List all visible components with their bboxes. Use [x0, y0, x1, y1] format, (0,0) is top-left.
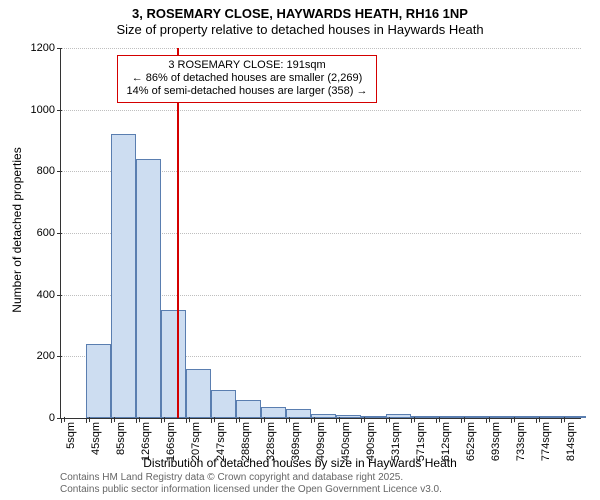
x-tick-mark: [386, 418, 387, 423]
marker-line: [177, 48, 179, 418]
x-tick-mark: [336, 418, 337, 423]
x-tick-mark: [61, 418, 62, 423]
title-block: 3, ROSEMARY CLOSE, HAYWARDS HEATH, RH16 …: [0, 0, 600, 39]
x-tick-label: 85sqm: [115, 418, 127, 455]
x-tick-mark: [561, 418, 562, 423]
y-tick-label: 800: [37, 165, 61, 177]
x-tick-label: 45sqm: [90, 418, 102, 455]
y-tick-label: 200: [37, 350, 61, 362]
plot-area: 0200400600800100012005sqm45sqm85sqm126sq…: [60, 48, 581, 419]
x-tick-label: 571sqm: [415, 418, 427, 461]
x-tick-label: 450sqm: [340, 418, 352, 461]
title-sub: Size of property relative to detached ho…: [0, 22, 600, 38]
x-tick-label: 490sqm: [365, 418, 377, 461]
x-tick-mark: [411, 418, 412, 423]
x-tick-mark: [286, 418, 287, 423]
footer: Contains HM Land Registry data © Crown c…: [60, 472, 442, 496]
x-tick-mark: [311, 418, 312, 423]
gridline: [61, 110, 581, 111]
title-main: 3, ROSEMARY CLOSE, HAYWARDS HEATH, RH16 …: [0, 6, 600, 22]
annotation-line3: 14% of semi-detached houses are larger (…: [124, 85, 370, 98]
x-tick-label: 126sqm: [140, 418, 152, 461]
annotation-box: 3 ROSEMARY CLOSE: 191sqm ← 86% of detach…: [117, 55, 377, 103]
x-tick-mark: [436, 418, 437, 423]
x-tick-mark: [236, 418, 237, 423]
x-tick-label: 369sqm: [290, 418, 302, 461]
x-tick-mark: [461, 418, 462, 423]
x-tick-label: 693sqm: [490, 418, 502, 461]
x-tick-label: 774sqm: [540, 418, 552, 461]
x-tick-mark: [161, 418, 162, 423]
annotation-line1: 3 ROSEMARY CLOSE: 191sqm: [124, 59, 370, 72]
x-tick-label: 288sqm: [240, 418, 252, 461]
y-tick-label: 1000: [31, 104, 61, 116]
gridline: [61, 48, 581, 49]
chart-container: 3, ROSEMARY CLOSE, HAYWARDS HEATH, RH16 …: [0, 0, 600, 500]
x-tick-label: 5sqm: [65, 418, 77, 449]
bar: [111, 134, 136, 418]
x-tick-mark: [136, 418, 137, 423]
y-tick-label: 1200: [31, 42, 61, 54]
footer-line1: Contains HM Land Registry data © Crown c…: [60, 472, 442, 484]
y-tick-label: 0: [49, 412, 61, 424]
annotation-line2: ← 86% of detached houses are smaller (2,…: [124, 72, 370, 85]
bar: [86, 344, 111, 418]
x-tick-label: 247sqm: [215, 418, 227, 461]
y-tick-label: 400: [37, 289, 61, 301]
x-tick-mark: [486, 418, 487, 423]
x-tick-mark: [211, 418, 212, 423]
x-tick-mark: [361, 418, 362, 423]
x-tick-mark: [511, 418, 512, 423]
x-tick-label: 328sqm: [265, 418, 277, 461]
x-tick-mark: [86, 418, 87, 423]
x-tick-label: 166sqm: [165, 418, 177, 461]
x-axis-label: Distribution of detached houses by size …: [0, 456, 600, 470]
bar: [136, 159, 161, 418]
x-tick-label: 612sqm: [440, 418, 452, 461]
x-tick-label: 652sqm: [465, 418, 477, 461]
bar: [161, 310, 186, 418]
bar: [186, 369, 211, 418]
x-tick-mark: [536, 418, 537, 423]
bar: [211, 390, 236, 418]
footer-line2: Contains public sector information licen…: [60, 484, 442, 496]
y-tick-label: 600: [37, 227, 61, 239]
x-tick-mark: [186, 418, 187, 423]
x-tick-label: 207sqm: [190, 418, 202, 461]
y-axis-label: Number of detached properties: [10, 147, 24, 312]
bar: [236, 400, 261, 419]
x-tick-label: 733sqm: [515, 418, 527, 461]
x-tick-label: 531sqm: [390, 418, 402, 461]
x-tick-mark: [261, 418, 262, 423]
x-tick-mark: [111, 418, 112, 423]
x-tick-label: 409sqm: [315, 418, 327, 461]
x-tick-label: 814sqm: [565, 418, 577, 461]
